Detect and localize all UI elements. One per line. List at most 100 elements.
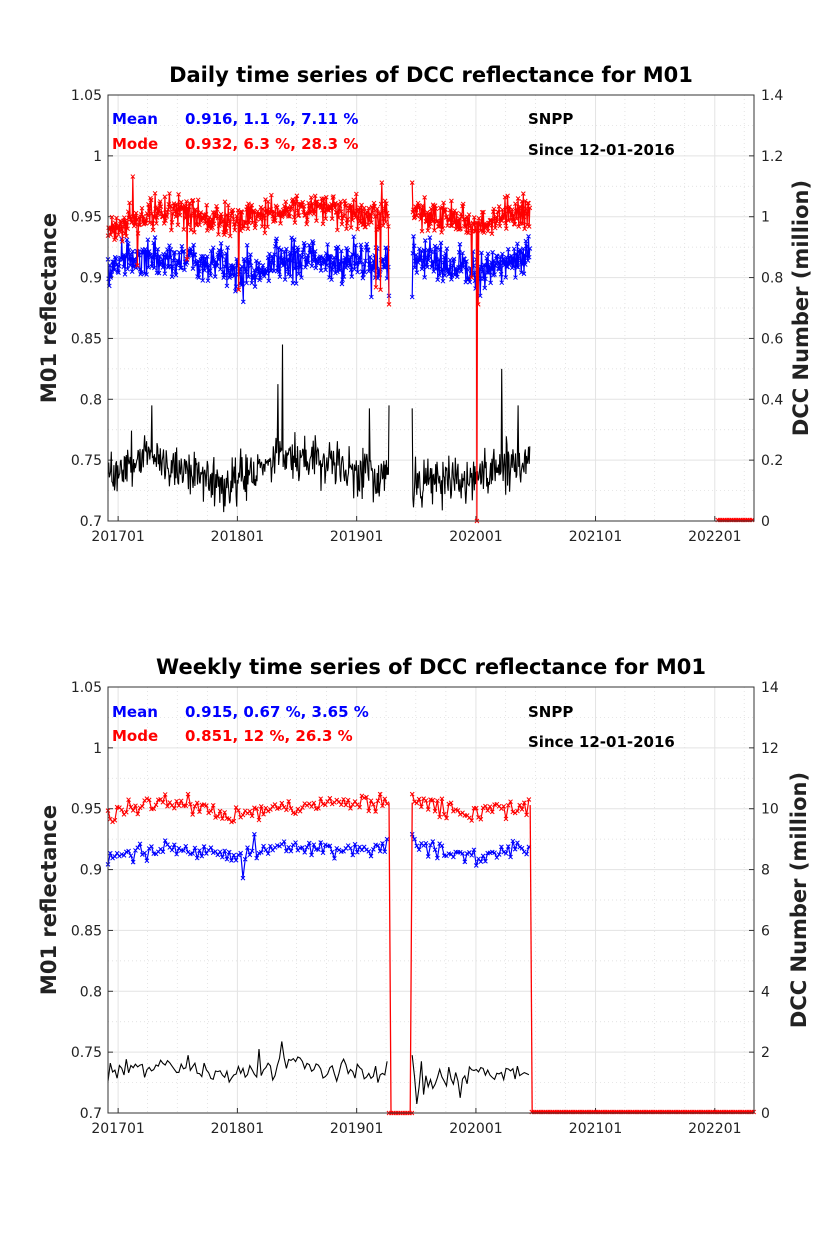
weekly-mode-point — [448, 800, 454, 806]
weekly-series-count — [107, 1041, 530, 1104]
daily-mean-point — [422, 238, 428, 243]
daily-mode-point — [475, 301, 481, 307]
daily-mean-point — [162, 271, 168, 277]
weekly-mean-point — [316, 847, 321, 853]
daily-mean-point — [511, 246, 517, 252]
daily-mean-point — [522, 262, 528, 267]
daily-mode-point — [338, 209, 344, 214]
weekly-mode-point — [135, 811, 141, 817]
daily-mode-point — [155, 205, 161, 210]
daily-x-tick-label: 202001 — [449, 529, 502, 545]
daily-mode-point — [479, 218, 484, 224]
daily-y-tick-label: 1 — [93, 149, 102, 165]
daily-mean-point — [513, 275, 518, 280]
daily-mean-point — [361, 261, 367, 267]
daily-mean-point — [489, 267, 495, 273]
daily-mean-point — [152, 235, 158, 240]
weekly-mode-point — [192, 803, 198, 809]
weekly-mode-point — [263, 805, 269, 811]
daily-mode-point — [439, 230, 444, 235]
weekly-mode-point — [226, 816, 232, 822]
daily-mean-point — [282, 249, 287, 255]
daily-mean-point — [310, 240, 316, 246]
weekly-mean-point — [510, 838, 516, 844]
daily-mode-point — [437, 223, 443, 229]
daily-mode-point — [152, 190, 158, 196]
daily-mean-point — [497, 260, 503, 266]
daily-mode-point — [323, 194, 329, 200]
daily-mean-point — [488, 259, 494, 265]
weekly-mean-point — [210, 850, 216, 856]
daily-mean-point — [200, 278, 206, 283]
daily-mean-point — [225, 245, 230, 250]
weekly-mean-point — [199, 853, 205, 859]
daily-mode-point — [486, 222, 492, 228]
weekly-mean-point — [233, 857, 239, 863]
daily-mean-point — [246, 274, 251, 280]
daily-mode-point — [159, 210, 164, 216]
daily-mode-point — [132, 214, 138, 219]
daily-mode-point — [244, 204, 250, 210]
weekly-y2-axis-label: DCC Number (million) — [787, 772, 811, 1028]
weekly-mode-point — [318, 796, 324, 802]
daily-mode-point — [479, 209, 485, 215]
weekly-mode-point — [473, 805, 479, 811]
daily-mode-point — [119, 227, 125, 233]
daily-mode-point — [320, 221, 326, 227]
daily-mode-point — [502, 194, 508, 200]
daily-mode-point — [349, 203, 355, 209]
daily-mode-point — [331, 194, 336, 199]
daily-mean-point — [156, 270, 162, 276]
daily-mode-point — [291, 214, 297, 220]
weekly-mode-point — [112, 817, 118, 823]
daily-mean-point — [332, 264, 338, 270]
weekly-mean-point — [126, 848, 131, 854]
daily-mean-point — [436, 257, 442, 262]
daily-plot-frame — [107, 94, 755, 522]
daily-mean-point — [151, 240, 157, 246]
weekly-mode-point — [190, 812, 195, 817]
weekly-mode-point — [368, 798, 374, 804]
weekly-mean-point — [309, 852, 314, 858]
daily-mode-point — [210, 225, 215, 230]
weekly-mode-point — [160, 799, 166, 805]
weekly-mean-point — [318, 840, 324, 845]
daily-mode-point — [175, 222, 181, 228]
daily-y-axis-ticks: 0.7 0.75 0.8 0.85 0.9 0.95 1 1.05 — [71, 88, 113, 530]
daily-mean-point — [444, 246, 450, 251]
daily-mean-point — [421, 247, 427, 253]
weekly-mean-point — [135, 845, 141, 851]
daily-mode-point — [494, 214, 499, 220]
daily-mean-point — [150, 261, 155, 267]
daily-mode-point — [443, 207, 448, 212]
weekly-mode-point — [249, 813, 255, 819]
daily-mode-point — [203, 220, 208, 226]
weekly-mean-point — [213, 849, 218, 854]
daily-mean-point — [138, 269, 144, 275]
daily-mode-point — [380, 209, 385, 215]
weekly-mean-point — [268, 843, 273, 849]
daily-y-tick-label: 0.75 — [71, 453, 102, 469]
daily-y-tick-label: 0.9 — [80, 271, 102, 287]
weekly-mean-point — [208, 845, 214, 850]
daily-mean-point — [248, 263, 254, 269]
daily-mode-point — [133, 210, 139, 216]
weekly-mean-point — [197, 848, 202, 853]
daily-mean-point — [217, 252, 223, 258]
daily-mean-point — [382, 261, 387, 266]
daily-mode-point — [253, 221, 259, 227]
daily-mode-point — [332, 205, 338, 211]
daily-mode-point — [466, 212, 472, 217]
daily-mean-point — [196, 275, 202, 280]
daily-mode-point — [440, 225, 446, 231]
daily-mode-point — [204, 228, 210, 233]
weekly-mode-point — [419, 804, 424, 810]
weekly-mode-point — [240, 812, 246, 818]
daily-mean-point — [458, 269, 464, 274]
daily-mean-point — [146, 249, 152, 254]
daily-mean-point — [179, 243, 185, 249]
weekly-mode-point — [325, 799, 330, 804]
daily-mean-point — [161, 263, 167, 268]
weekly-mean-point — [229, 858, 234, 863]
daily-mode-point — [313, 199, 319, 205]
